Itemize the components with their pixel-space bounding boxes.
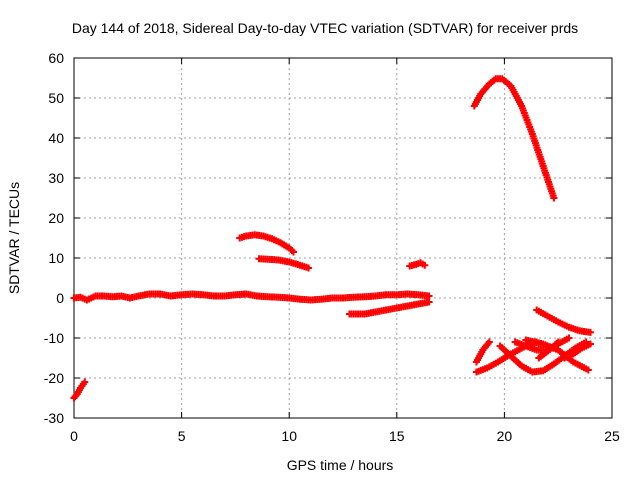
data-point [421,261,429,269]
y-tick-label: 40 [48,130,64,146]
data-point [565,334,573,342]
data-series [535,338,562,362]
y-tick-label: 50 [48,90,64,106]
data-point [290,248,298,256]
x-tick-label: 10 [281,428,297,444]
data-series [70,378,89,402]
data-points [70,75,594,402]
x-tick-label: 15 [389,428,405,444]
data-point [425,292,433,300]
data-series [345,298,433,318]
data-series [255,255,313,272]
x-tick-label: 25 [604,428,620,444]
data-point [586,340,594,348]
data-series [406,259,429,270]
data-point [305,264,313,272]
data-point [584,366,592,374]
y-tick-label: 20 [48,210,64,226]
y-tick-label: -30 [44,410,64,426]
data-point [485,338,493,346]
x-axis-label: GPS time / hours [287,457,394,473]
y-axis-label: SDTVAR / TECUs [6,182,22,294]
data-series [470,75,558,202]
y-tick-label: 0 [56,290,64,306]
y-tick-label: -20 [44,370,64,386]
data-point [586,328,594,336]
grid-lines [74,58,612,418]
plot-frame [73,57,613,419]
data-point [81,378,89,386]
data-series [561,340,594,362]
y-tick-label: -10 [44,330,64,346]
data-series [472,338,493,366]
data-point [550,194,558,202]
y-tick-label: 30 [48,170,64,186]
data-series [522,336,592,374]
x-tick-label: 0 [70,428,78,444]
y-tick-label: 10 [48,250,64,266]
chart-title: Day 144 of 2018, Sidereal Day-to-day VTE… [72,20,578,36]
data-series [236,231,298,256]
y-tick-label: 60 [48,50,64,66]
data-series [70,290,433,304]
data-point [554,338,562,346]
axis-ticks: 0 5 10 15 20 25 -30 -20 -10 0 10 20 30 40 50 60 [44,50,620,444]
x-tick-label: 5 [178,428,186,444]
data-series [533,306,594,336]
data-point [425,298,433,306]
x-tick-label: 20 [497,428,513,444]
